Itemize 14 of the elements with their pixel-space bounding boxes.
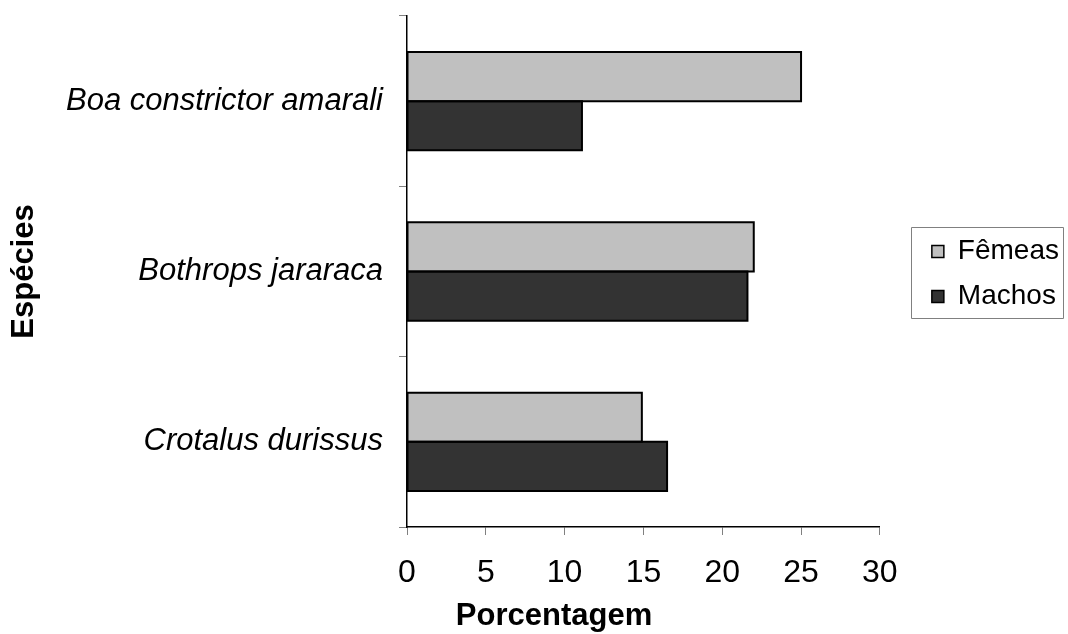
x-tick-label: 15 [625,553,662,590]
x-tick-label: 30 [862,553,898,590]
x-tick-label: 25 [783,553,819,590]
y-tick-label: Crotalus durissus [143,422,383,458]
legend-label: Fêmeas [957,234,1060,266]
legend-label: Machos [957,279,1056,311]
y-tick-label: Boa constrictor amarali [65,81,385,117]
x-tick-label: 20 [704,553,741,590]
x-tick-label: 0 [398,553,416,590]
y-axis-title: Espécies [5,204,41,339]
x-tick-label: 5 [476,553,495,590]
y-tick-label: Bothrops jararaca [138,252,383,288]
x-tick-label: 10 [546,553,583,590]
x-axis-title: Porcentagem [455,597,653,632]
